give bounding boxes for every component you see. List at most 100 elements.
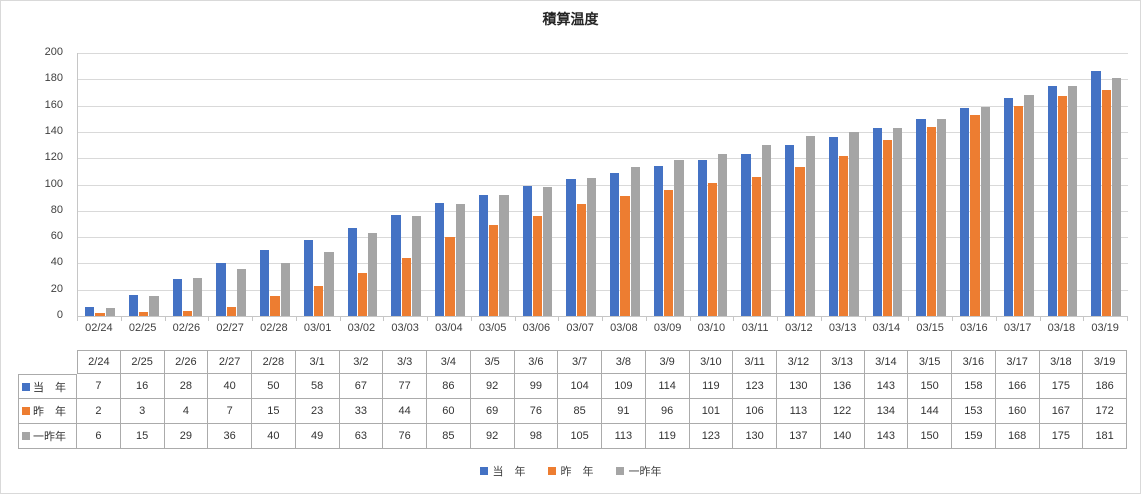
table-value-cell: 69 — [470, 399, 515, 424]
bar-当年 — [260, 250, 270, 316]
table-value-cell: 150 — [908, 424, 952, 449]
table-header-cell: 3/13 — [820, 350, 865, 374]
y-tick-label: 60 — [50, 230, 63, 243]
table-header-cell: 2/24 — [77, 350, 121, 374]
gridline — [78, 79, 1128, 81]
legend-item: 当 年 — [479, 463, 526, 479]
x-tick-label: 03/15 — [916, 322, 944, 334]
table-value-cell: 104 — [558, 374, 602, 399]
legend-label: 一昨年 — [628, 466, 662, 478]
y-tick-label: 200 — [44, 46, 63, 58]
table-value-cell: 76 — [514, 399, 559, 424]
bar-一昨年 — [1111, 78, 1121, 316]
table-header-cell: 3/8 — [602, 350, 646, 374]
bar-当年 — [872, 127, 882, 316]
bar-昨年 — [576, 204, 586, 316]
x-tick-label: 03/03 — [391, 322, 419, 334]
bar-当年 — [1003, 97, 1013, 316]
table-value-cell: 63 — [339, 424, 384, 449]
bar-当年 — [435, 202, 445, 316]
table-value-cell: 6 — [77, 424, 121, 449]
bar-昨年 — [707, 183, 717, 316]
bar-group — [559, 53, 603, 316]
x-tick — [341, 317, 385, 321]
bar-昨年 — [489, 225, 499, 316]
x-tick-label: 03/04 — [435, 322, 463, 334]
bar-一昨年 — [936, 118, 946, 316]
bar-昨年 — [1014, 105, 1024, 316]
bar-当年 — [522, 185, 532, 316]
legend-label: 当 年 — [492, 466, 526, 478]
table-value-cell: 92 — [470, 374, 515, 399]
table-header-cell: 3/16 — [952, 350, 996, 374]
bar-group — [472, 53, 516, 316]
table-header-cell: 3/14 — [864, 350, 909, 374]
bar-昨年 — [751, 176, 761, 316]
table-value-cell: 60 — [427, 399, 471, 424]
y-tick-label: 180 — [44, 72, 63, 85]
bar-group — [953, 53, 997, 316]
table-value-cell: 67 — [339, 374, 384, 399]
bar-昨年 — [445, 237, 455, 316]
gridline — [78, 158, 1128, 160]
bar-昨年 — [139, 312, 149, 316]
x-tick — [516, 317, 560, 321]
table-value-cell: 85 — [427, 424, 471, 449]
plot-area — [77, 53, 1128, 317]
table-header-cell: 3/4 — [427, 350, 471, 374]
x-tick-label: 03/17 — [1003, 322, 1032, 334]
table-value-cell: 167 — [1039, 399, 1084, 424]
table-value-cell: 98 — [514, 424, 559, 449]
y-tick-label: 120 — [44, 151, 63, 164]
bar-一昨年 — [368, 233, 378, 316]
bar-当年 — [85, 306, 95, 316]
table-value-cell: 4 — [164, 399, 209, 424]
table-value-cell: 85 — [558, 399, 602, 424]
x-tick — [209, 317, 253, 321]
x-tick — [909, 317, 953, 321]
bar-一昨年 — [149, 296, 159, 316]
x-tick-label: 03/08 — [610, 322, 638, 334]
x-tick — [953, 317, 997, 321]
gridline — [78, 184, 1128, 186]
table-value-cell: 101 — [689, 399, 734, 424]
x-tick — [997, 317, 1041, 321]
table-value-cell: 130 — [733, 424, 777, 449]
bar-group — [734, 53, 778, 316]
table-value-cell: 130 — [777, 374, 821, 399]
table-value-cell: 92 — [470, 424, 515, 449]
table-value-cell: 143 — [864, 424, 909, 449]
bar-一昨年 — [1068, 85, 1078, 316]
x-tick — [384, 317, 428, 321]
table-header-cell: 3/6 — [514, 350, 559, 374]
table-value-cell: 96 — [645, 399, 690, 424]
x-tick — [297, 317, 341, 321]
bar-一昨年 — [280, 263, 290, 316]
table-value-cell: 166 — [995, 374, 1040, 399]
y-tick-label: 160 — [44, 98, 63, 111]
bar-group — [1041, 53, 1085, 316]
x-tick-label: 03/14 — [872, 322, 901, 334]
bar-当年 — [610, 172, 620, 316]
y-tick-label: 140 — [44, 124, 63, 137]
table-row-label: 当 年 — [18, 374, 77, 399]
legend-item: 一昨年 — [615, 463, 662, 479]
table-header-cell: 3/1 — [295, 350, 340, 374]
gridline — [78, 105, 1128, 107]
bar-group — [297, 53, 341, 316]
legend-key-icon — [22, 432, 30, 440]
y-tick-label: 40 — [50, 256, 63, 269]
bar-当年 — [172, 279, 182, 316]
table-value-cell: 140 — [820, 424, 865, 449]
bar-group — [428, 53, 472, 316]
table-header-cell: 3/19 — [1083, 350, 1127, 374]
bar-当年 — [1047, 85, 1057, 316]
x-axis-labels: 02/24 02/25 02/26 02/27 02/28 03/01 03/02 03/03… — [77, 322, 1127, 334]
bar-一昨年 — [805, 135, 815, 316]
legend-key-icon — [479, 467, 488, 475]
bar-一昨年 — [674, 159, 684, 316]
bar-当年 — [128, 294, 138, 316]
x-tick-label: 02/28 — [260, 322, 288, 334]
table-value-cell: 123 — [733, 374, 777, 399]
table-value-cell: 122 — [820, 399, 865, 424]
